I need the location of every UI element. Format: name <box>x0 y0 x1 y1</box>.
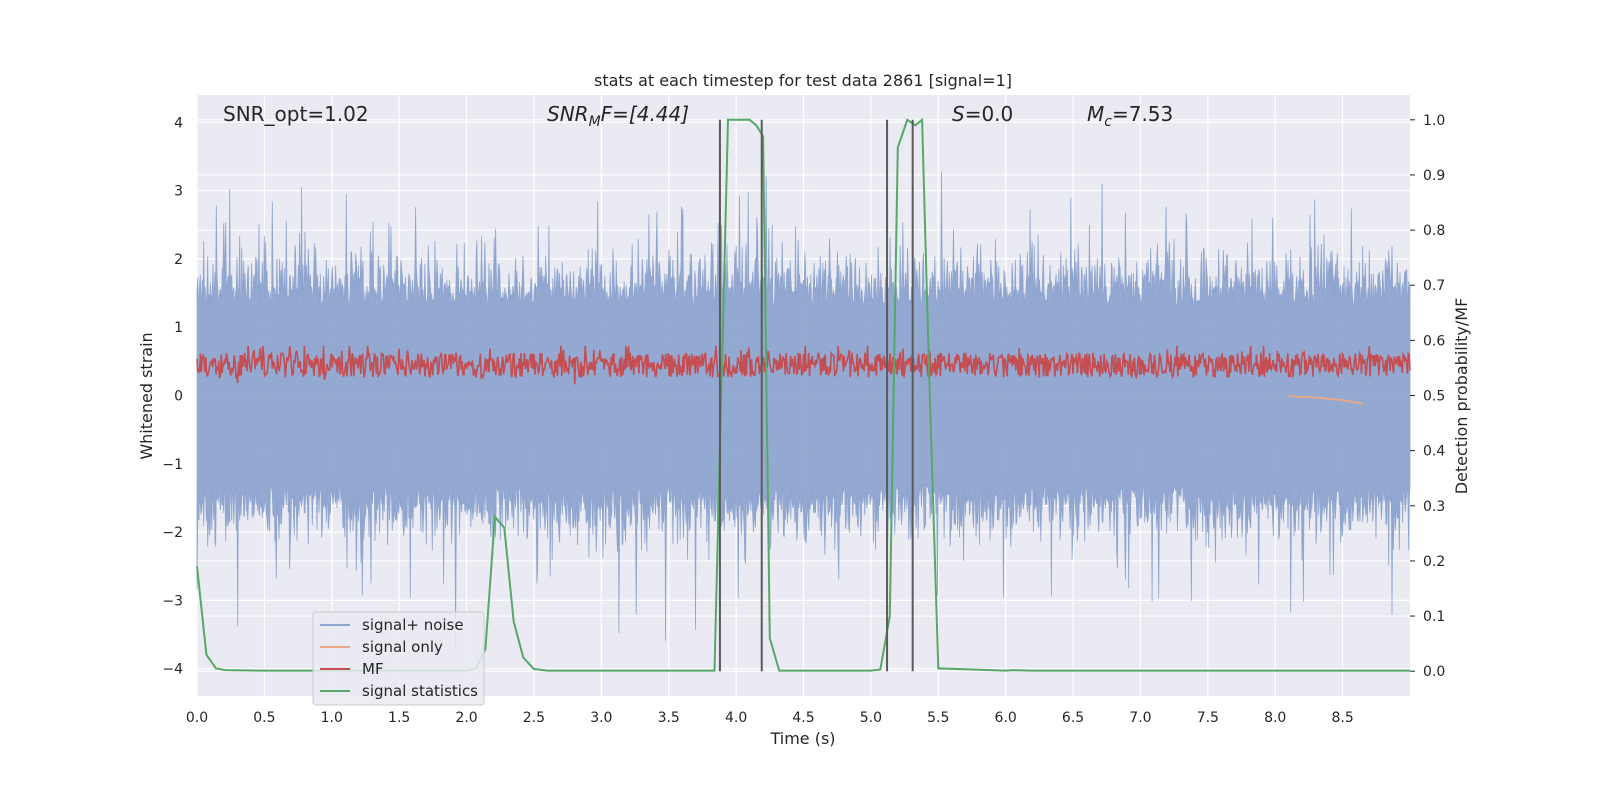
y-tick-label: 3 <box>174 184 183 200</box>
y-tick-label: −1 <box>162 457 183 473</box>
legend-label-signal-noise: signal+ noise <box>362 616 464 634</box>
y-tick-label: 4 <box>174 115 183 131</box>
series-signal-only <box>1288 395 1364 405</box>
y-tick-label: 2 <box>174 252 183 268</box>
annotation-snr-mf: SNRMF=[4.44] <box>547 102 689 130</box>
annotation-mc: Mc=7.53 <box>1087 102 1173 130</box>
x-tick-label: 5.5 <box>927 710 949 726</box>
annotation-s: S=0.0 <box>952 102 1013 126</box>
x-tick-label: 2.5 <box>523 710 545 726</box>
series-mf <box>196 345 1411 385</box>
y2-tick-label: 0.4 <box>1423 444 1445 460</box>
y-tick-label: 1 <box>174 320 183 336</box>
y2-tick-label: 0.6 <box>1423 333 1445 349</box>
x-tick-label: 8.0 <box>1264 710 1286 726</box>
y2-tick-label: 0.3 <box>1423 499 1445 515</box>
legend-box <box>312 611 485 706</box>
x-tick-label: 7.0 <box>1129 710 1151 726</box>
detection-markers <box>718 119 914 672</box>
y2-tick-label: 0.8 <box>1423 223 1445 239</box>
x-tick-label: 6.5 <box>1062 710 1084 726</box>
y-tick-label: −3 <box>162 593 183 609</box>
x-tick-label: 5.0 <box>860 710 882 726</box>
series-signal-noise <box>196 171 1411 648</box>
y2-tick-label: 0.7 <box>1423 278 1445 294</box>
y2-tick-label: 0.2 <box>1423 554 1445 570</box>
x-tick-label: 1.0 <box>321 710 343 726</box>
x-axis-title: Time (s) <box>769 729 835 748</box>
y-tick-label: −4 <box>162 662 183 678</box>
y2-tick-label: 1.0 <box>1423 113 1445 129</box>
axes: 0.0 0.5 1.0 1.5 2.0 2.5 3.0 3.5 4.0 4.5 5.0 5.5 6.0 6… <box>162 113 1445 726</box>
legend-label-mf: MF <box>362 660 384 678</box>
y-axis-title: Whitened strain <box>137 332 156 459</box>
x-tick-label: 6.0 <box>995 710 1017 726</box>
y-tick-label: 0 <box>174 389 183 405</box>
legend: signal+ noise signal only MF signal stat… <box>312 611 485 706</box>
annotation-snr-opt: SNR_opt=1.02 <box>223 102 369 126</box>
chart-title: stats at each timestep for test data 286… <box>594 71 1012 90</box>
x-tick-label: 0.0 <box>186 710 208 726</box>
y2-tick-label: 0.0 <box>1423 664 1445 680</box>
x-tick-label: 2.0 <box>455 710 477 726</box>
legend-label-signal-only: signal only <box>362 638 443 656</box>
x-tick-label: 4.0 <box>725 710 747 726</box>
x-tick-label: 4.5 <box>792 710 814 726</box>
y2-tick-label: 0.9 <box>1423 168 1445 184</box>
x-tick-label: 7.5 <box>1197 710 1219 726</box>
x-tick-label: 3.5 <box>658 710 680 726</box>
y2-tick-label: 0.1 <box>1423 609 1445 625</box>
y2-tick-label: 0.5 <box>1423 389 1445 405</box>
y2-axis-title: Detection probability/MF <box>1452 298 1471 495</box>
legend-label-signal-statistics: signal statistics <box>362 682 478 700</box>
y-tick-label: −2 <box>162 525 183 541</box>
x-tick-label: 1.5 <box>388 710 410 726</box>
x-tick-label: 3.0 <box>590 710 612 726</box>
x-tick-label: 0.5 <box>253 710 275 726</box>
x-tick-label: 8.5 <box>1331 710 1353 726</box>
